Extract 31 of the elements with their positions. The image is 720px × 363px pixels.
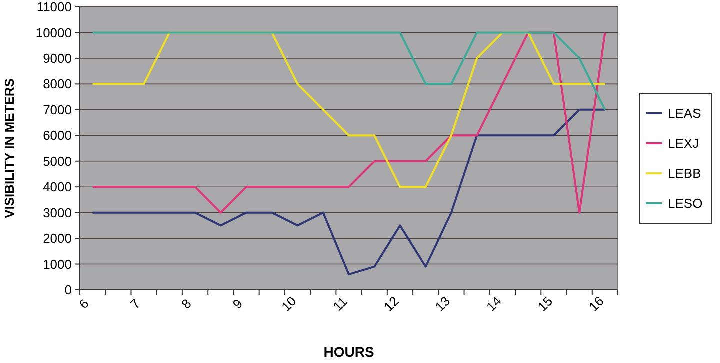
line-series: [92, 108, 606, 276]
x-tick-label: 12: [381, 294, 402, 314]
y-tick-label: 2000: [43, 231, 72, 246]
y-tick-label: 6000: [43, 128, 72, 144]
x-tick-label: 9: [230, 296, 246, 312]
y-tick-label: 3000: [43, 205, 72, 220]
y-tick-label: 11000: [36, 0, 72, 15]
x-tick-label: 13: [432, 294, 454, 314]
x-tick-label: 15: [534, 294, 556, 314]
x-tick-label: 14: [484, 294, 504, 314]
x-tick-label: 7: [127, 296, 144, 312]
y-tick-label: 4000: [43, 180, 72, 195]
line-series: [92, 32, 606, 111]
x-tick-label: 16: [586, 294, 607, 314]
y-tick-label: 1000: [43, 256, 72, 272]
y-tick-label: 7000: [43, 102, 72, 118]
x-tick-label: 6: [76, 296, 92, 312]
legend-label: LEBB: [668, 166, 702, 182]
y-axis-title: VISIBILITY IN METERS: [2, 78, 17, 218]
y-tick-label: 8000: [43, 76, 72, 92]
x-tick-label: 10: [278, 294, 300, 314]
legend-label: LESO: [668, 196, 703, 212]
legend-label: LEAS: [668, 106, 702, 122]
x-tick-label: 8: [178, 296, 194, 312]
x-axis-title: HOURS: [324, 344, 374, 360]
legend-label: LEXJ: [668, 136, 700, 152]
y-tick-label: 0: [64, 282, 72, 298]
y-tick-label: 9000: [43, 51, 72, 66]
y-tick-label: 5000: [43, 154, 72, 169]
y-tick-label: 10000: [36, 25, 72, 40]
x-tick-label: 11: [330, 294, 350, 314]
